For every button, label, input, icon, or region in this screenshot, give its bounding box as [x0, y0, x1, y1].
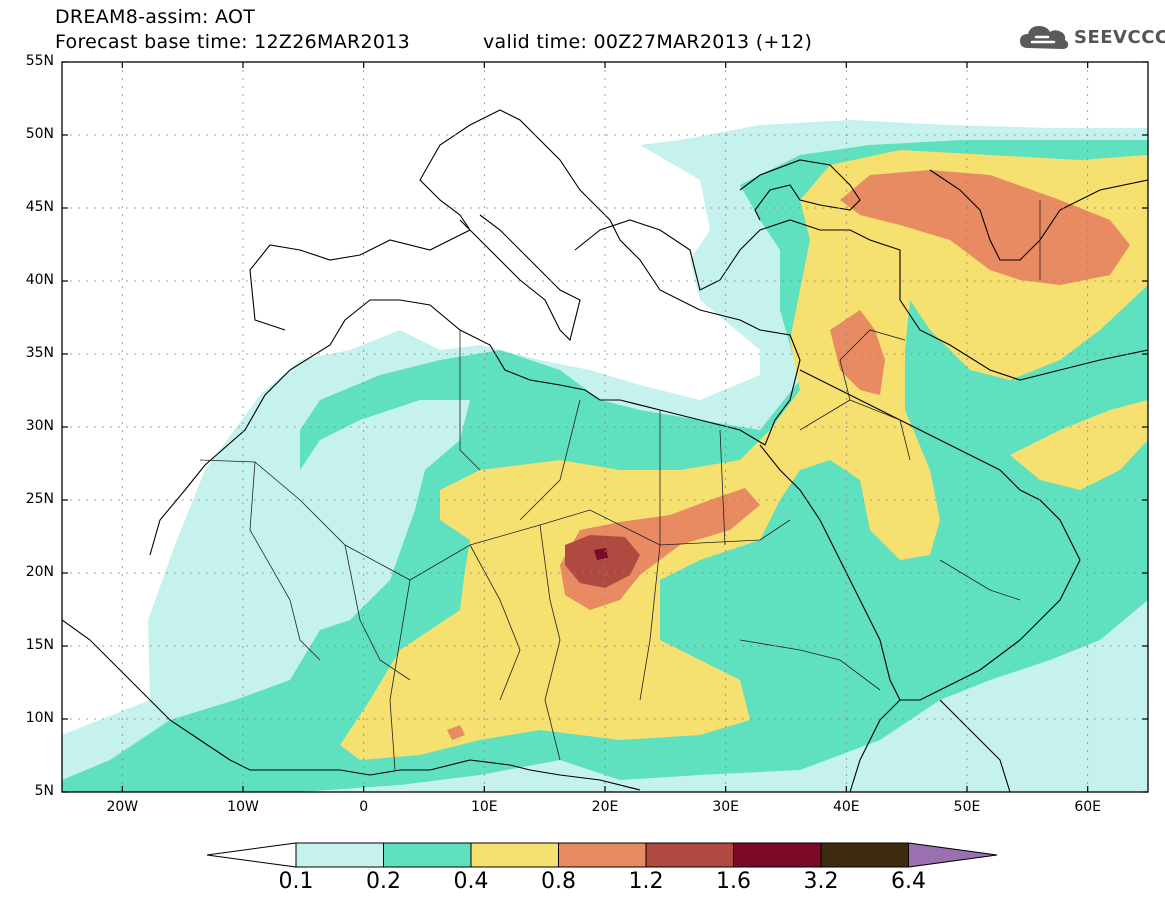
lon-label: 0 [359, 799, 369, 815]
lon-label: 10E [470, 799, 498, 815]
colorbar-label: 0.2 [366, 869, 401, 894]
map-title: DREAM8-assim: AOT [55, 6, 256, 28]
lon-label: 50E [953, 799, 981, 815]
colorbar-label: 1.2 [628, 869, 664, 894]
lat-label: 50N [25, 126, 54, 142]
forecast-base-time: Forecast base time: 12Z26MAR2013 [55, 31, 411, 53]
colorbar-label: 0.1 [278, 869, 314, 894]
colorbar-under-arrow [206, 842, 297, 868]
colorbar-over-arrow [908, 842, 998, 868]
aot-band-0.8 [447, 170, 1130, 740]
lat-label: 40N [25, 272, 54, 288]
lat-label: 35N [25, 345, 54, 361]
lat-label: 20N [25, 564, 54, 580]
lat-label: 30N [25, 418, 54, 434]
lat-label: 55N [25, 53, 54, 69]
lon-label: 10W [227, 799, 259, 815]
valid-time: valid time: 00Z27MAR2013 (+12) [483, 31, 813, 53]
colorbar-label: 6.4 [891, 869, 926, 894]
seevccc-logo: SEEVCCC [1018, 22, 1165, 52]
colorbar-swatch [383, 842, 472, 868]
logo-text: SEEVCCC [1074, 26, 1165, 48]
lat-label: 15N [25, 637, 54, 653]
colorbar-swatch [820, 842, 909, 868]
cloud-icon [1020, 26, 1069, 49]
aot-band-0.4 [340, 150, 1148, 760]
colorbar-swatch [470, 842, 559, 868]
lat-label: 25N [25, 491, 54, 507]
lon-label: 30E [712, 799, 739, 815]
lon-label: 20E [591, 799, 619, 815]
colorbar-label: 0.8 [541, 869, 576, 894]
gridlines [62, 62, 1148, 792]
country-borders [199, 200, 1041, 771]
lat-label: 5N [34, 783, 54, 799]
colorbar [206, 842, 998, 868]
lon-label: 20W [106, 799, 139, 815]
lat-label: 45N [25, 199, 54, 215]
lon-label: 60E [1074, 799, 1101, 815]
colorbar-swatch [733, 842, 822, 868]
aot-band-1.6 [594, 548, 608, 560]
aot-band-1.2 [565, 535, 640, 588]
colorbar-swatch [645, 842, 734, 868]
colorbar-label: 3.2 [803, 869, 839, 894]
colorbar-label: 1.6 [716, 869, 751, 894]
lat-label: 10N [25, 710, 54, 726]
colorbar-swatch [295, 842, 384, 868]
coastlines [62, 109, 1148, 792]
lon-label: 40E [832, 799, 860, 815]
colorbar-label: 0.4 [453, 869, 489, 894]
colorbar-swatch [558, 842, 647, 868]
